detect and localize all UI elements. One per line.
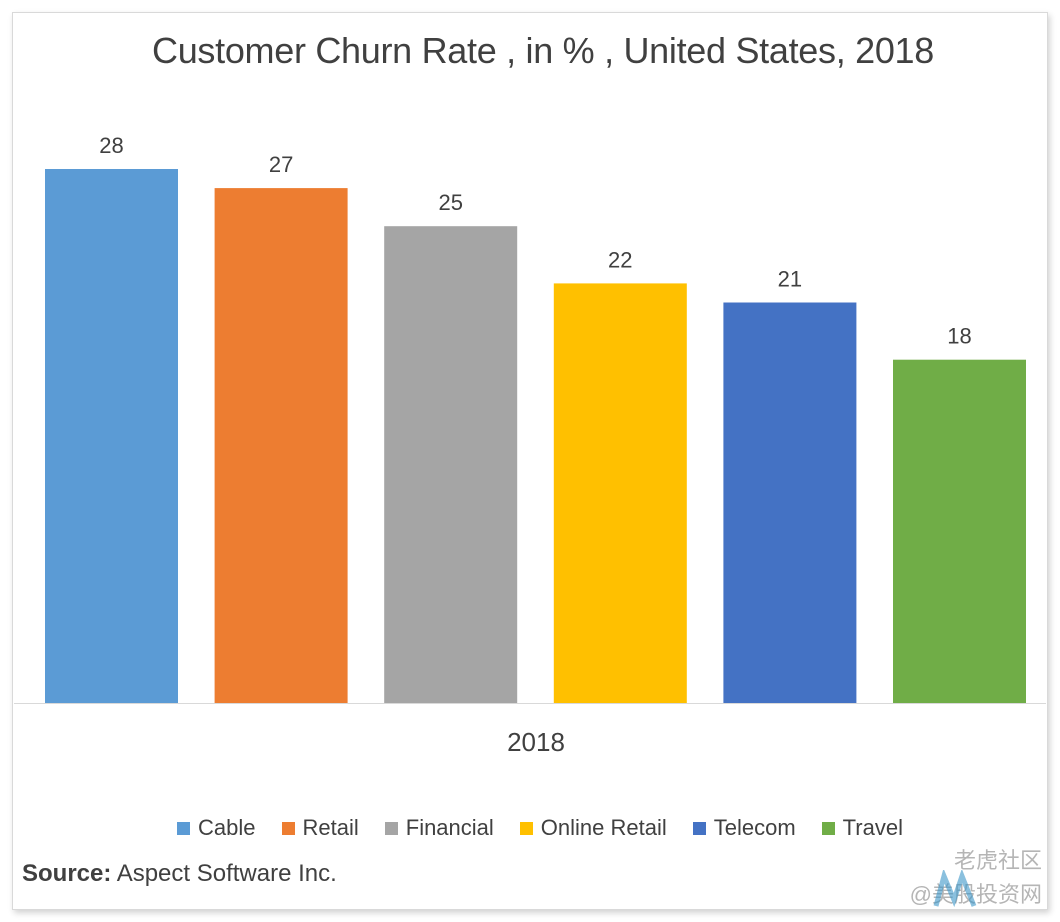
data-label-financial: 25 (438, 190, 462, 215)
legend-item-financial: Financial (384, 815, 494, 841)
legend-swatch (384, 821, 398, 835)
legend-label: Retail (302, 815, 359, 840)
bar-financial (384, 226, 518, 703)
watermark: 老虎社区 @美股投资网 (872, 844, 1042, 914)
legend-label: Cable (198, 815, 256, 840)
bar-cable (45, 169, 178, 703)
legend-swatch (821, 821, 835, 835)
chart-title: Customer Churn Rate , in % , United Stat… (152, 30, 934, 71)
legend-item-retail: Retail (281, 815, 359, 841)
legend-item-online-retail: Online Retail (519, 815, 667, 841)
watermark-line1: 老虎社区 (953, 848, 1042, 873)
source-note: Source: Aspect Software Inc. (22, 860, 337, 888)
legend-item-travel: Travel (821, 815, 903, 841)
legend-item-cable: Cable (177, 815, 256, 841)
bar-telecom (723, 302, 857, 703)
x-tick-label: 2018 (507, 727, 565, 757)
watermark-line2: @美股投资网 (909, 882, 1042, 907)
legend-swatch (519, 821, 533, 835)
bar-travel (893, 359, 1026, 703)
legend-label: Financial (405, 815, 494, 840)
data-label-telecom: 21 (778, 267, 802, 292)
legend-swatch (281, 821, 295, 835)
legend-item-telecom: Telecom (692, 815, 796, 841)
legend-label: Online Retail (540, 815, 667, 840)
data-label-travel: 18 (947, 324, 971, 349)
data-label-retail: 27 (269, 152, 293, 177)
data-label-online-retail: 22 (608, 247, 632, 272)
data-label-cable: 28 (99, 133, 123, 158)
legend-swatch (692, 821, 706, 835)
source-label: Source: (22, 860, 112, 887)
bar-retail (214, 188, 348, 704)
watermark-logo-icon (933, 870, 977, 908)
source-text: Aspect Software Inc. (116, 860, 337, 887)
legend: Cable Retail Financial Online Retail Telecom… (0, 815, 1060, 841)
legend-swatch (177, 821, 191, 835)
legend-label: Travel (842, 815, 903, 840)
bar-online-retail (553, 283, 687, 703)
legend-label: Telecom (713, 815, 796, 840)
